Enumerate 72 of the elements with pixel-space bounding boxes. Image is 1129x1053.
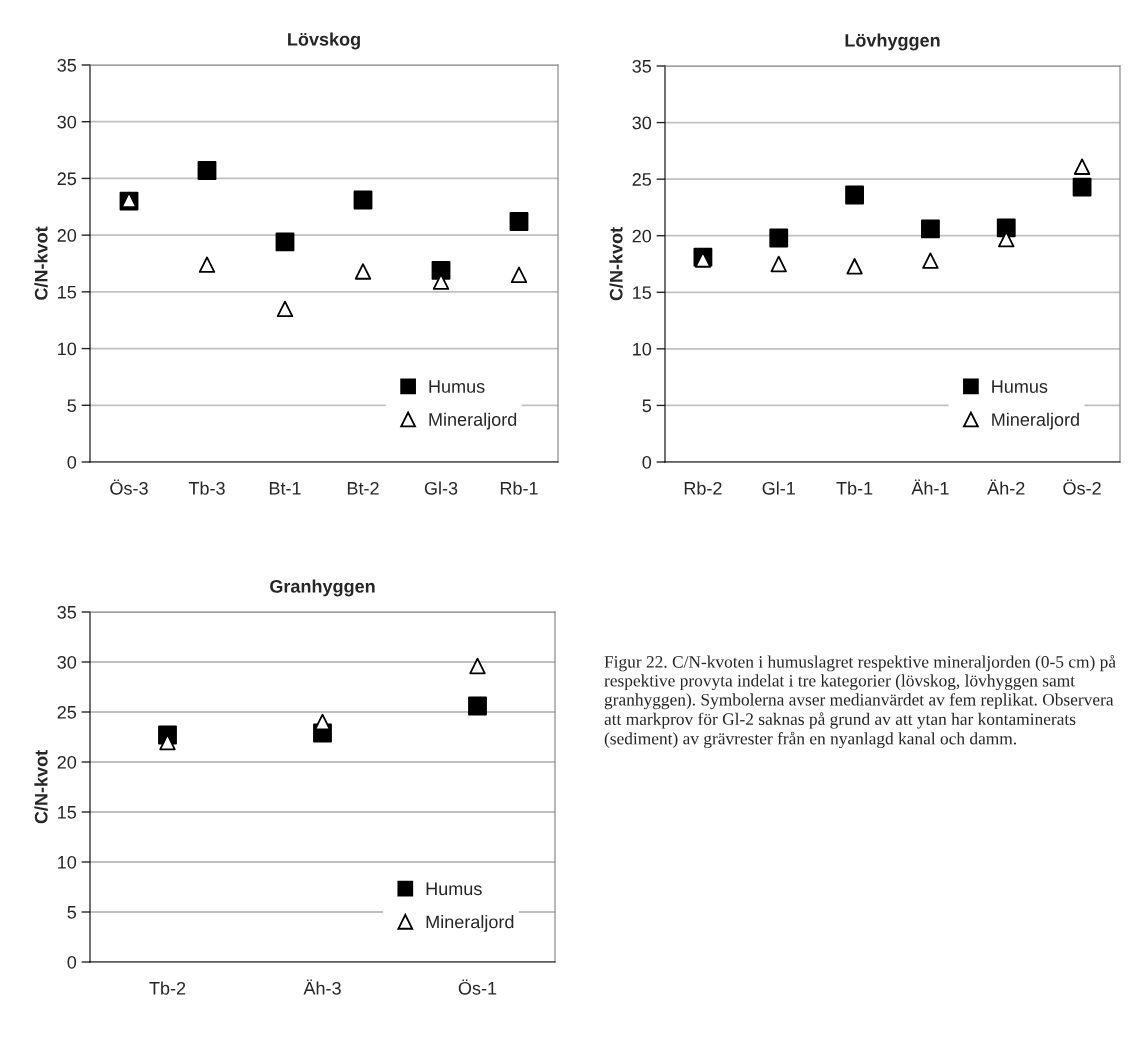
point <box>921 219 940 239</box>
y-tick-label: 15 <box>633 286 652 300</box>
legend-label: Humus <box>992 380 1048 393</box>
y-tick-label: 5 <box>67 906 77 919</box>
point <box>922 252 939 269</box>
legend-label: Mineraljord <box>426 915 514 932</box>
y-tick-label: 25 <box>57 705 77 719</box>
y-tick-label: 0 <box>67 455 77 469</box>
y-tick-label: 10 <box>58 342 77 356</box>
y-tick-label: 35 <box>632 59 652 73</box>
point <box>469 657 486 675</box>
x-tick-label: Gl-3 <box>424 481 458 495</box>
x-tick-label: Äh-2 <box>987 479 1025 495</box>
chart-title: Granhyggen <box>270 579 375 597</box>
y-tick-label: 5 <box>642 399 652 413</box>
y-tick-label: 0 <box>67 955 77 969</box>
y-axis-title: C/N-kvot <box>609 227 623 301</box>
y-tick-label: 15 <box>58 806 77 819</box>
point <box>354 263 372 280</box>
y-tick-label: 10 <box>58 855 77 869</box>
y-tick-label: 20 <box>632 229 652 243</box>
y-tick-label: 5 <box>67 399 77 413</box>
x-tick-label: Äh-3 <box>303 979 341 995</box>
point <box>468 696 487 716</box>
point <box>509 212 529 231</box>
x-tick-label: Ös-1 <box>458 979 497 995</box>
chart-title: Lövhyggen <box>845 33 940 51</box>
point <box>510 266 528 284</box>
x-tick-label: Bt-2 <box>347 481 379 495</box>
y-tick-label: 35 <box>57 605 77 619</box>
x-tick-label: Tb-2 <box>149 981 186 995</box>
y-tick-label: 30 <box>57 655 77 669</box>
legend-label: Humus <box>426 882 482 896</box>
x-tick-label: Rb-1 <box>500 481 538 495</box>
x-tick-label: Tb-3 <box>188 481 225 495</box>
text: Figur 22. C/N-kvoten i humuslagret respektive mineraljorden (0-5 cm) på respektive provyta indelat i tre kategorier (lövskog, lövhyggen samt granhyggen). Symbolerna avser medianvärdet av fem replikat. Observera att markprov för Gl-2 saknas på grund av att ytan har kontaminerats (sediment) av grävrester från en nyanlagd kanal och damm. <box>604 655 1116 749</box>
x-tick-label: Ös-2 <box>1063 479 1101 495</box>
x-tick-label: Ös-3 <box>110 479 148 495</box>
point <box>1073 158 1091 175</box>
y-tick-label: 20 <box>57 229 77 242</box>
legend-label: Mineraljord <box>429 412 517 430</box>
point <box>769 228 789 248</box>
point <box>845 185 864 205</box>
point <box>275 232 295 252</box>
x-tick-label: Tb-1 <box>836 481 873 495</box>
x-tick-label: Rb-2 <box>684 481 722 495</box>
y-axis-title: C/N-kvot <box>34 750 48 824</box>
y-tick-label: 35 <box>57 58 77 72</box>
x-tick-label: Bt-1 <box>269 482 301 495</box>
x-tick-label: Äh-1 <box>911 479 949 495</box>
y-tick-label: 30 <box>632 116 652 130</box>
y-tick-label: 30 <box>57 115 77 129</box>
point <box>996 218 1016 238</box>
y-tick-label: 15 <box>58 285 77 299</box>
chart-title: Lövskog <box>288 32 360 50</box>
y-tick-label: 25 <box>632 173 652 186</box>
point <box>1072 177 1092 197</box>
legend-label: Mineraljord <box>992 412 1079 430</box>
point <box>276 300 294 318</box>
point <box>770 255 787 273</box>
point <box>198 256 216 273</box>
y-tick-label: 20 <box>57 755 77 769</box>
y-tick-label: 10 <box>633 342 652 356</box>
y-axis-title: C/N-kvot <box>34 226 48 300</box>
point <box>197 161 217 180</box>
point <box>314 713 331 731</box>
legend-label: Humus <box>429 380 485 393</box>
point <box>353 190 373 210</box>
y-tick-label: 0 <box>642 455 652 469</box>
y-tick-label: 25 <box>57 172 77 186</box>
point <box>846 258 863 275</box>
x-tick-label: Gl-1 <box>762 481 795 495</box>
